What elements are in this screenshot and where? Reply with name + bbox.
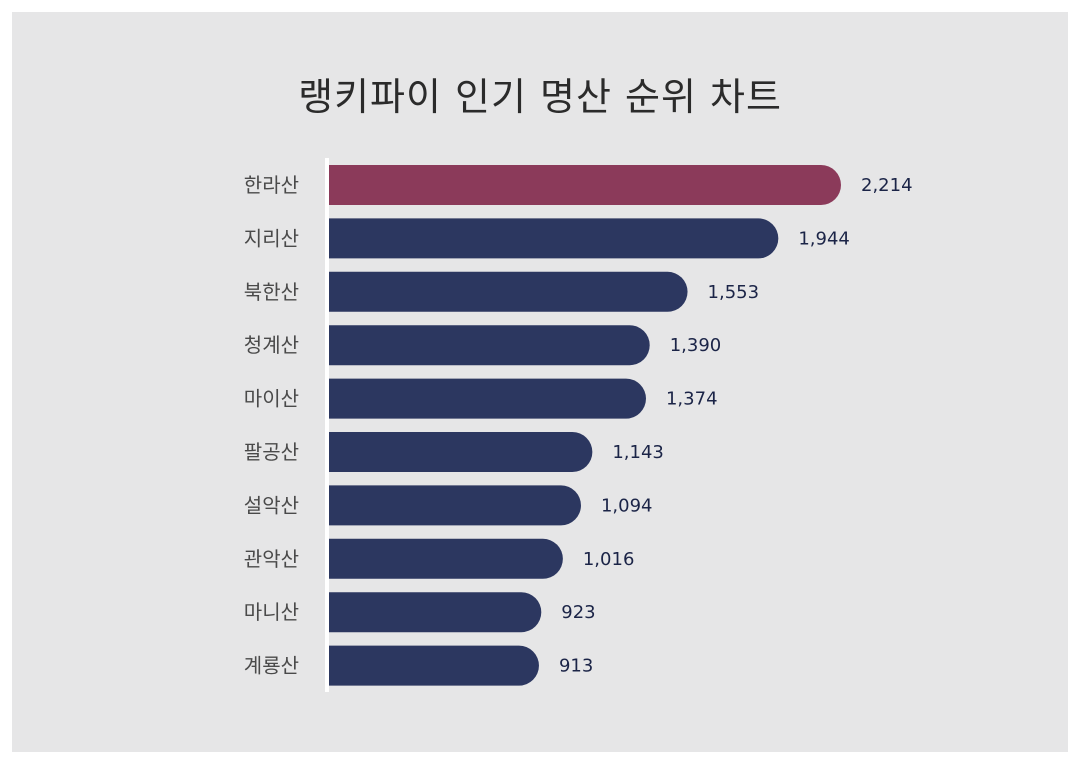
- value-label-8: 1,016: [583, 549, 635, 570]
- bar-10: [327, 645, 539, 686]
- category-label-1: 한라산: [244, 173, 299, 197]
- bar-8: [327, 538, 563, 579]
- bar-9: [327, 592, 542, 633]
- category-label-4: 청계산: [244, 333, 299, 357]
- value-label-5: 1,374: [666, 389, 718, 410]
- category-label-2: 지리산: [244, 226, 299, 250]
- value-label-3: 1,553: [708, 282, 760, 303]
- value-label-2: 1,944: [798, 228, 850, 249]
- bar-1: [327, 165, 841, 205]
- category-label-7: 설악산: [244, 493, 299, 517]
- category-label-5: 마이산: [244, 387, 299, 411]
- value-label-7: 1,094: [601, 495, 653, 516]
- value-label-10: 913: [559, 656, 593, 677]
- category-label-3: 북한산: [244, 280, 299, 304]
- bar-7: [327, 485, 581, 526]
- value-label-9: 923: [561, 602, 595, 623]
- bars-group: 한라산 2,214 지리산 1,944 북한산 1,553 청계산 1,390 마이산 1,374…: [244, 165, 913, 686]
- value-label-1: 2,214: [861, 175, 913, 196]
- bar-5: [327, 378, 646, 419]
- category-label-8: 관악산: [244, 547, 299, 571]
- value-label-4: 1,390: [670, 335, 722, 356]
- bar-6: [327, 432, 593, 472]
- value-label-6: 1,143: [612, 442, 664, 463]
- bar-3: [327, 271, 688, 312]
- category-label-10: 계룡산: [244, 654, 299, 678]
- category-label-6: 팔공산: [244, 440, 299, 464]
- bar-2: [327, 218, 779, 259]
- chart-title: 랭키파이 인기 명산 순위 차트: [298, 75, 782, 119]
- category-label-9: 마니산: [244, 600, 299, 624]
- bar-4: [327, 325, 650, 366]
